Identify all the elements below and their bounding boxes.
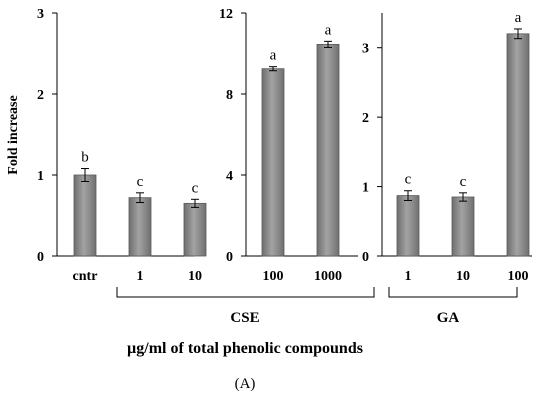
x-tick-label: 1000 [314, 269, 342, 284]
error-bar [514, 28, 522, 40]
y-tick-label: 0 [226, 250, 233, 265]
significance-letter: a [270, 48, 277, 64]
y-tick-label: 0 [362, 250, 369, 265]
group-bracket-ga [388, 287, 518, 298]
x-tick-label: 10 [188, 269, 202, 284]
y-tick-label: 4 [226, 169, 233, 184]
y-tick-label: 1 [37, 169, 44, 184]
y-tick-label: 2 [362, 111, 369, 126]
error-bar [459, 192, 467, 202]
bar [183, 202, 207, 257]
bar [128, 197, 152, 257]
x-tick-label: 100 [508, 269, 529, 284]
error-bar [324, 40, 332, 48]
x-axis-label: µg/ml of total phenolic compounds [127, 340, 363, 357]
significance-letter: c [192, 180, 199, 196]
group-bracket-cse [116, 287, 375, 298]
x-tick-label: 1 [405, 269, 412, 284]
bar [73, 174, 97, 257]
significance-letter: c [405, 172, 412, 188]
panel-label: (A) [235, 376, 256, 392]
y-axis-label: Fold increase [6, 95, 21, 174]
x-tick-label: 100 [263, 269, 284, 284]
y-tick-label: 0 [37, 250, 44, 265]
error-bar [269, 66, 277, 72]
y-tick-label: 8 [226, 88, 233, 103]
x-tick-label: 1 [137, 269, 144, 284]
y-tick-label: 2 [37, 88, 44, 103]
chart-panel-3: 0 1 2 3 c 1 c 10 a 100 [362, 10, 532, 284]
bar [316, 43, 340, 257]
significance-letter: a [325, 22, 332, 38]
bar [396, 195, 420, 257]
chart-panel-1: 0 1 2 3 b cntr c 1 c 10 [37, 7, 207, 284]
bar [506, 33, 530, 257]
group-label-cse: CSE [230, 310, 259, 326]
bar [261, 68, 285, 257]
error-bar [136, 192, 144, 204]
y-tick-label: 12 [219, 7, 233, 22]
significance-letter: c [137, 174, 144, 190]
x-tick-label: cntr [73, 269, 98, 284]
group-label-ga: GA [437, 310, 460, 326]
error-bar [81, 168, 89, 182]
x-tick-label: 10 [456, 269, 470, 284]
y-tick-label: 3 [37, 7, 44, 22]
significance-letter: b [81, 150, 89, 166]
y-tick-label: 3 [362, 42, 369, 57]
significance-letter: c [460, 174, 467, 190]
chart-panel-2: 0 4 8 12 a 100 a 1000 [219, 7, 358, 284]
y-tick-label: 1 [362, 181, 369, 196]
bar [451, 196, 475, 257]
error-bar [404, 190, 412, 201]
error-bar [191, 198, 199, 208]
significance-letter: a [515, 10, 522, 26]
